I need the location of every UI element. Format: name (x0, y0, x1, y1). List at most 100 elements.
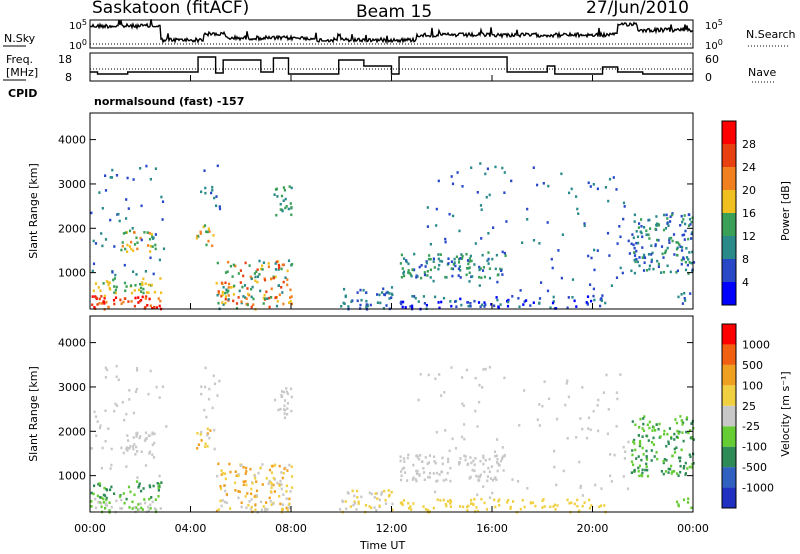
data-cell (345, 507, 348, 511)
data-cell (154, 167, 157, 170)
data-cell (402, 466, 406, 470)
data-cell (115, 375, 118, 379)
data-cell (152, 484, 155, 488)
data-cell (487, 232, 490, 235)
data-cell (428, 254, 431, 257)
xtick-label: 20:00 (577, 522, 609, 535)
data-cell (100, 496, 103, 499)
data-cell (375, 492, 379, 495)
data-cell (251, 285, 254, 289)
colorbar-frame (721, 120, 737, 306)
data-cell (583, 501, 586, 504)
nsky-tick-bottom: 100 (69, 38, 87, 52)
data-cell (472, 459, 475, 463)
data-cell (103, 486, 106, 490)
colorbar-tick: -500 (742, 461, 767, 474)
data-cell (659, 435, 662, 438)
data-cell (610, 480, 613, 483)
data-cell (286, 278, 289, 281)
data-cell (449, 498, 452, 502)
data-cell (101, 244, 104, 248)
data-cell (132, 249, 135, 252)
data-cell (455, 255, 458, 259)
data-cell (496, 457, 499, 461)
data-cell (463, 454, 466, 458)
data-cell (365, 305, 368, 309)
data-cell (606, 231, 610, 235)
data-cell (275, 304, 279, 308)
data-cell (645, 269, 649, 272)
nsky-label: N.Sky (4, 32, 36, 45)
data-cell (472, 503, 475, 506)
data-cell (428, 471, 432, 475)
data-cell (274, 275, 277, 279)
data-cell (433, 266, 436, 269)
data-cell (365, 299, 368, 303)
data-cell (152, 236, 155, 240)
data-cell (274, 268, 277, 271)
data-cell (663, 432, 666, 436)
data-cell (411, 268, 414, 271)
xaxis-label: Time UT (360, 539, 406, 552)
data-cell (683, 291, 686, 295)
data-cell (459, 297, 462, 301)
data-cell (213, 447, 216, 451)
data-cell (127, 207, 130, 210)
data-cell (407, 262, 410, 266)
data-cell (692, 462, 695, 465)
data-cell (126, 250, 129, 253)
data-cell (494, 454, 497, 458)
data-cell (150, 496, 153, 499)
power-scatter-cells (90, 162, 696, 311)
data-cell (436, 498, 439, 501)
colorbar-tick: -100 (742, 441, 767, 454)
data-cell (680, 419, 683, 422)
data-cell (106, 488, 109, 492)
data-cell (467, 304, 470, 308)
data-cell (635, 257, 638, 261)
data-cell (262, 296, 265, 300)
data-cell (407, 506, 411, 510)
data-cell (451, 274, 454, 278)
data-cell (680, 293, 683, 296)
data-cell (613, 453, 616, 457)
data-cell (532, 301, 535, 304)
data-cell (96, 494, 99, 498)
data-cell (642, 429, 646, 432)
data-cell (652, 443, 655, 446)
data-cell (662, 461, 665, 465)
data-cell (384, 502, 388, 505)
data-cell (138, 482, 141, 485)
data-cell (133, 243, 137, 246)
data-cell (128, 389, 131, 392)
ylabel: Slant Range [km] (27, 366, 40, 462)
data-cell (390, 296, 393, 299)
data-cell (204, 442, 207, 445)
data-cell (663, 213, 666, 217)
data-cell (497, 500, 500, 503)
data-cell (681, 246, 684, 249)
data-cell (609, 474, 612, 478)
data-cell (457, 274, 460, 277)
data-cell (240, 505, 243, 509)
data-cell (399, 459, 402, 463)
data-cell (501, 457, 504, 461)
data-cell (642, 253, 646, 257)
data-cell (144, 296, 147, 300)
data-cell (684, 472, 687, 475)
data-cell (102, 300, 105, 303)
data-cell (207, 397, 211, 401)
data-cell (641, 474, 644, 478)
data-cell (502, 469, 505, 472)
data-cell (643, 415, 646, 418)
data-cell (375, 509, 378, 512)
data-cell (110, 176, 114, 179)
data-cell (248, 500, 251, 503)
data-cell (281, 503, 285, 506)
colorbar-swatch (722, 167, 736, 190)
data-cell (242, 274, 245, 278)
data-cell (368, 505, 371, 508)
data-cell (479, 267, 482, 270)
data-cell (637, 434, 640, 437)
data-cell (142, 277, 145, 281)
